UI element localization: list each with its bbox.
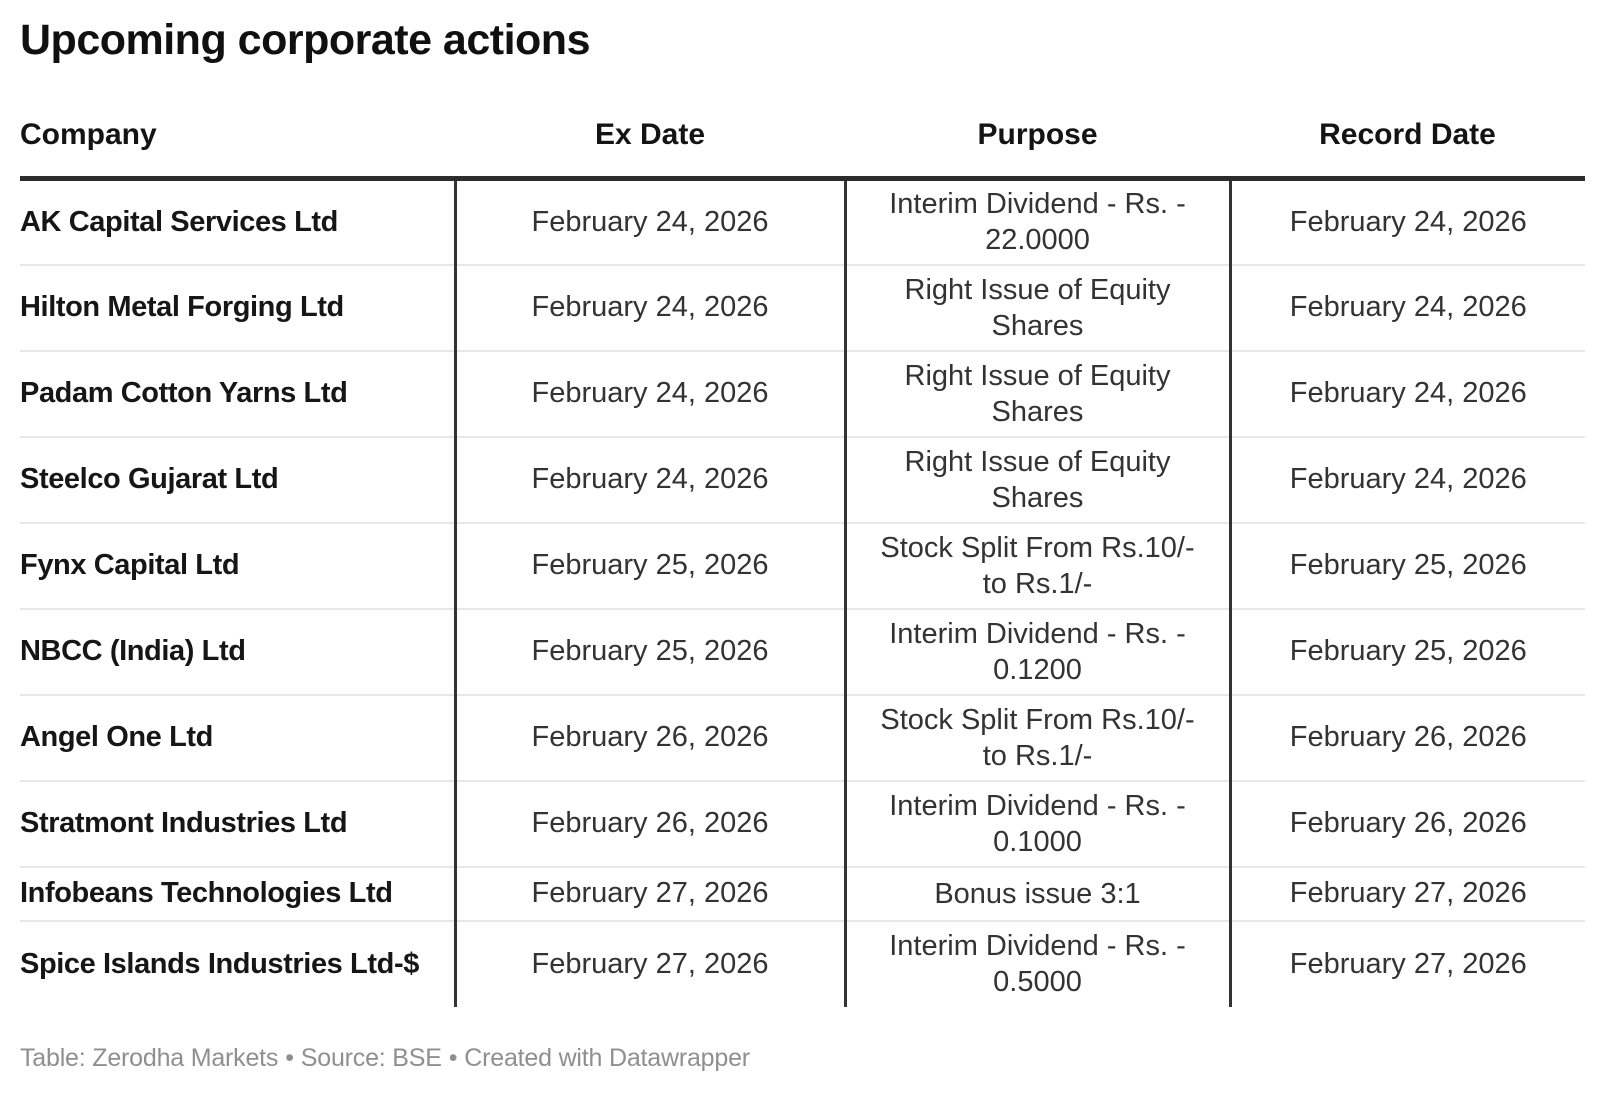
column-header-company: Company (20, 104, 455, 181)
table-row: Fynx Capital Ltd February 25, 2026 Stock… (20, 521, 1585, 609)
purpose-cell: Interim Dividend - Rs. - 0.1200 (843, 607, 1230, 695)
record-date-cell: February 24, 2026 (1228, 263, 1585, 351)
company-cell: Angel One Ltd (20, 693, 455, 781)
page-title: Upcoming corporate actions (20, 16, 590, 64)
record-date-cell: February 27, 2026 (1228, 919, 1585, 1007)
record-date-cell: February 26, 2026 (1228, 779, 1585, 867)
record-date-cell: February 24, 2026 (1228, 177, 1585, 265)
company-cell: NBCC (India) Ltd (20, 607, 455, 695)
company-cell: Steelco Gujarat Ltd (20, 435, 455, 523)
table-row: Padam Cotton Yarns Ltd February 24, 2026… (20, 349, 1585, 437)
table-row: Infobeans Technologies Ltd February 27, … (20, 865, 1585, 921)
ex-date-cell: February 24, 2026 (453, 263, 845, 351)
record-date-cell: February 24, 2026 (1228, 349, 1585, 437)
column-header-ex-date: Ex Date (455, 104, 845, 181)
record-date-cell: February 25, 2026 (1228, 521, 1585, 609)
purpose-cell: Bonus issue 3:1 (843, 865, 1230, 921)
ex-date-cell: February 25, 2026 (453, 607, 845, 695)
footer-separator: • (285, 1044, 294, 1072)
record-date-cell: February 27, 2026 (1228, 865, 1585, 921)
table-row: Hilton Metal Forging Ltd February 24, 20… (20, 263, 1585, 351)
table-row: Angel One Ltd February 26, 2026 Stock Sp… (20, 693, 1585, 781)
table-row: Steelco Gujarat Ltd February 24, 2026 Ri… (20, 435, 1585, 523)
purpose-cell: Interim Dividend - Rs. - 0.1000 (843, 779, 1230, 867)
source-link[interactable]: Source: BSE (300, 1044, 442, 1072)
purpose-cell: Interim Dividend - Rs. - 22.0000 (843, 177, 1230, 265)
corporate-actions-table: Company Ex Date Purpose Record Date AK C… (20, 104, 1585, 1007)
footer-separator: • (448, 1044, 458, 1072)
ex-date-cell: February 27, 2026 (453, 919, 845, 1007)
header-row: Company Ex Date Purpose Record Date (20, 104, 1585, 181)
table-row: AK Capital Services Ltd February 24, 202… (20, 177, 1585, 265)
company-cell: Fynx Capital Ltd (20, 521, 455, 609)
column-header-record-date: Record Date (1230, 104, 1585, 181)
purpose-cell: Stock Split From Rs.10/- to Rs.1/- (843, 693, 1230, 781)
footer-attribution: Table: Zerodha Markets • Source: BSE • Creat… (20, 1044, 750, 1073)
ex-date-cell: February 26, 2026 (453, 779, 845, 867)
column-header-purpose: Purpose (845, 104, 1230, 181)
company-cell: Hilton Metal Forging Ltd (20, 263, 455, 351)
company-cell: Spice Islands Industries Ltd-$ (20, 919, 455, 1007)
purpose-cell: Right Issue of Equity Shares (843, 263, 1230, 351)
ex-date-cell: February 26, 2026 (453, 693, 845, 781)
purpose-cell: Right Issue of Equity Shares (843, 349, 1230, 437)
ex-date-cell: February 24, 2026 (453, 435, 845, 523)
ex-date-cell: February 24, 2026 (453, 349, 845, 437)
ex-date-cell: February 25, 2026 (453, 521, 845, 609)
company-cell: Infobeans Technologies Ltd (20, 865, 455, 921)
table-credit-link[interactable]: Table: Zerodha Markets (20, 1044, 279, 1072)
record-date-cell: February 25, 2026 (1228, 607, 1585, 695)
company-cell: Stratmont Industries Ltd (20, 779, 455, 867)
table-row: NBCC (India) Ltd February 25, 2026 Inter… (20, 607, 1585, 695)
table-row: Stratmont Industries Ltd February 26, 20… (20, 779, 1585, 867)
purpose-cell: Right Issue of Equity Shares (843, 435, 1230, 523)
record-date-cell: February 26, 2026 (1228, 693, 1585, 781)
purpose-cell: Stock Split From Rs.10/- to Rs.1/- (843, 521, 1230, 609)
company-cell: AK Capital Services Ltd (20, 177, 455, 265)
ex-date-cell: February 27, 2026 (453, 865, 845, 921)
company-cell: Padam Cotton Yarns Ltd (20, 349, 455, 437)
record-date-cell: February 24, 2026 (1228, 435, 1585, 523)
purpose-cell: Interim Dividend - Rs. - 0.5000 (843, 919, 1230, 1007)
table-row: Spice Islands Industries Ltd-$ February … (20, 919, 1585, 1007)
ex-date-cell: February 24, 2026 (453, 177, 845, 265)
created-with-link[interactable]: Created with Datawrapper (464, 1044, 750, 1072)
